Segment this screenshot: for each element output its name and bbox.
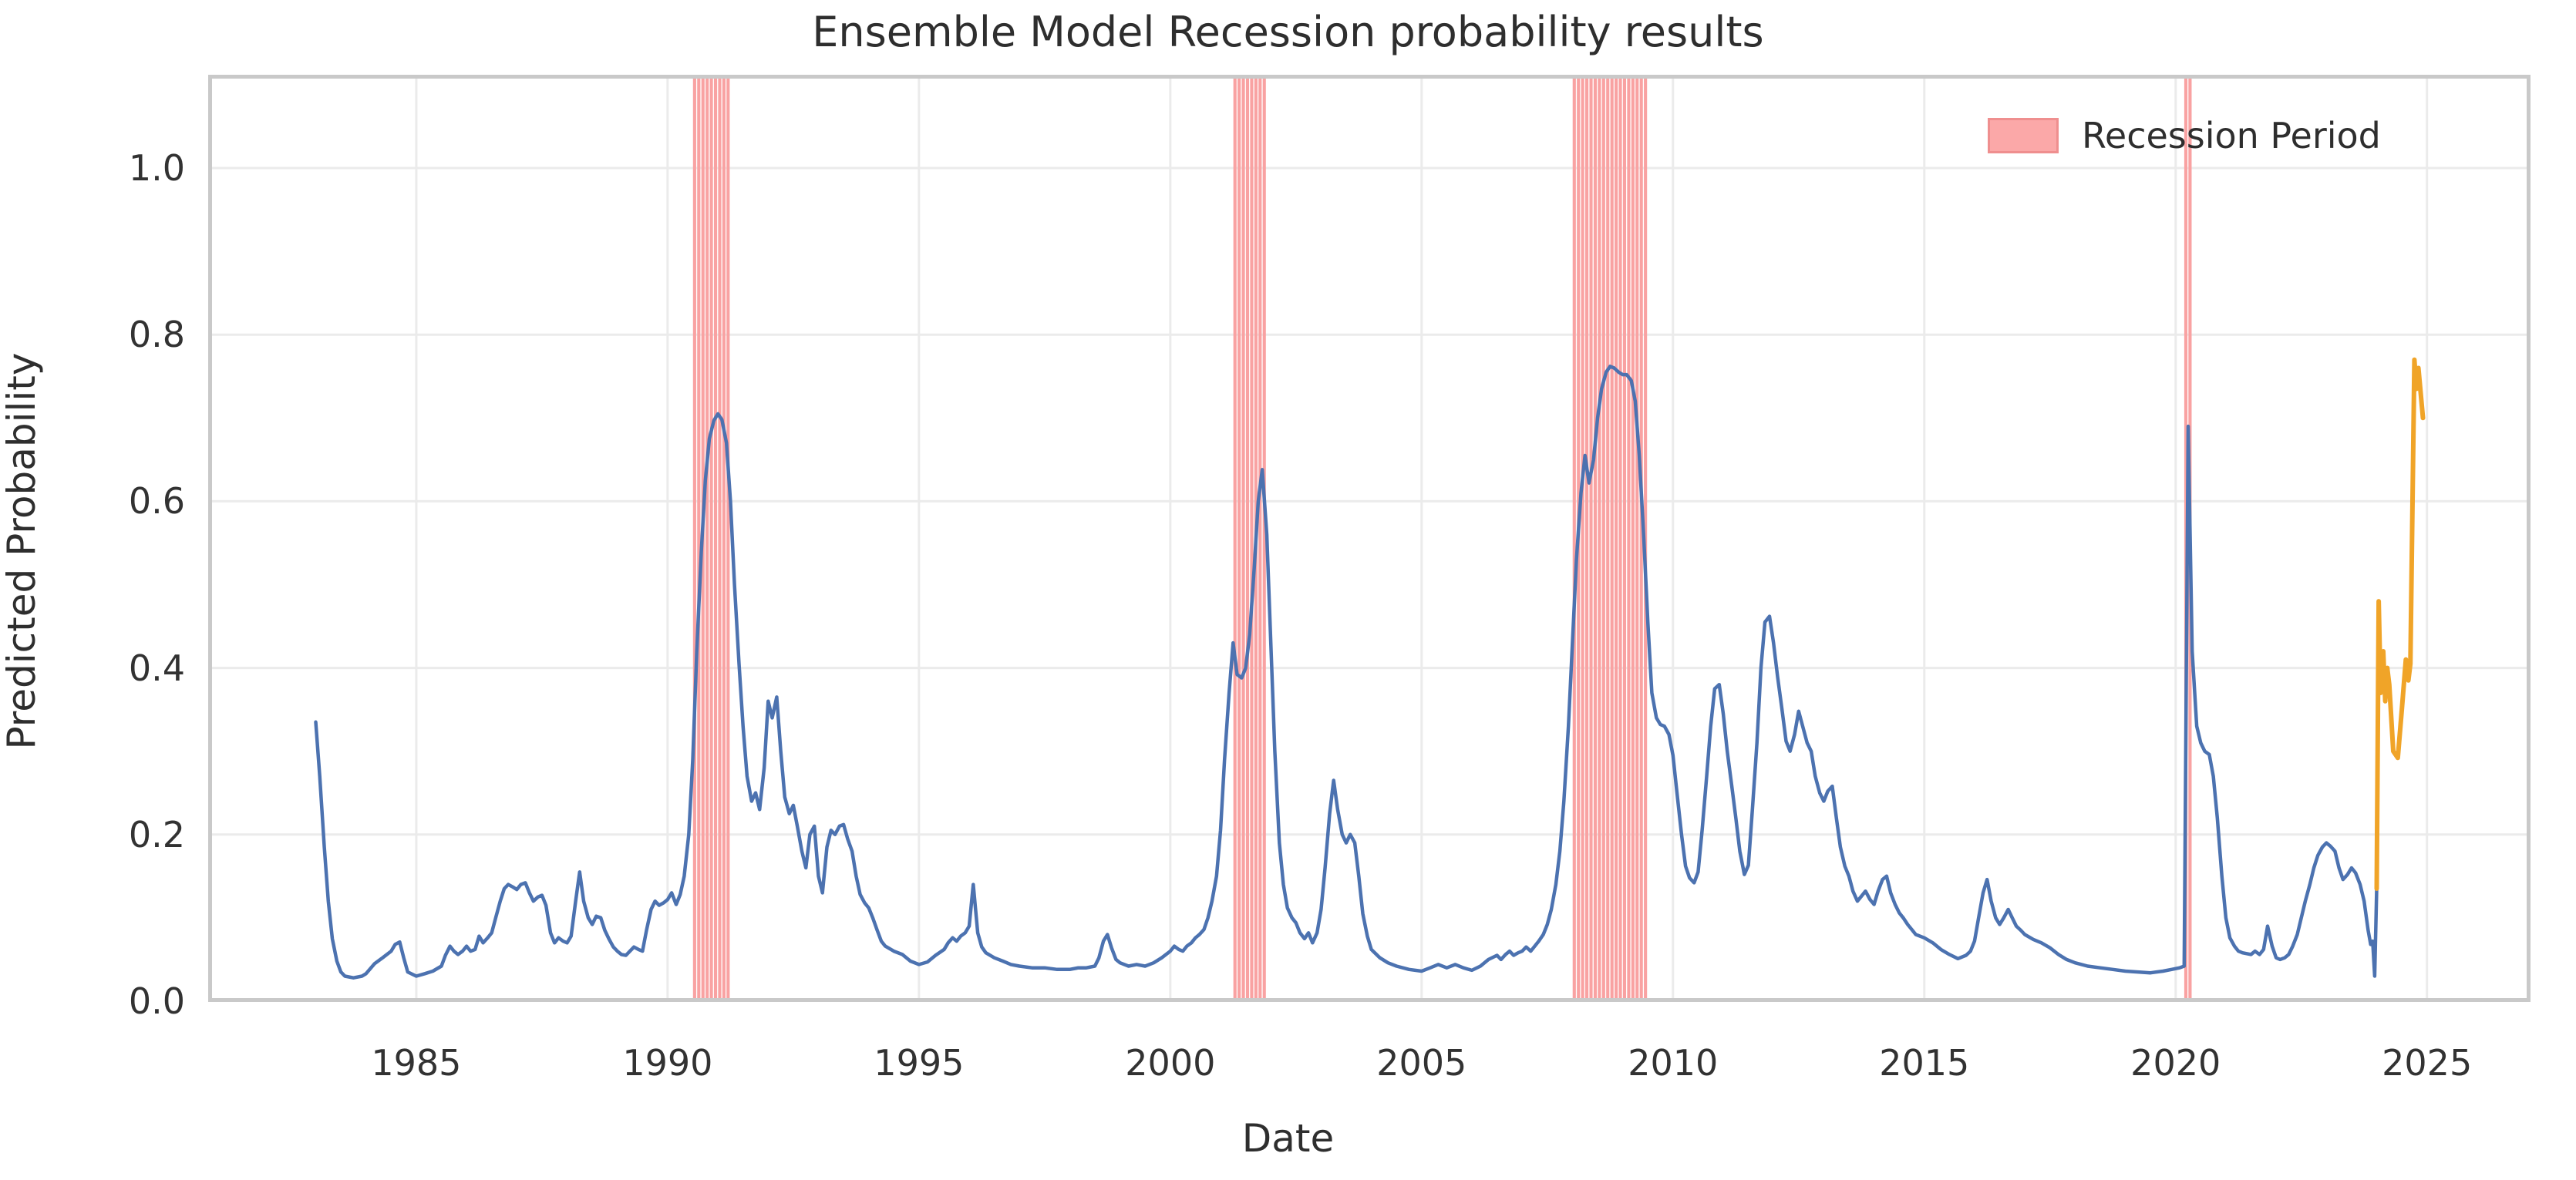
y-tick-label: 0.4	[128, 647, 185, 689]
x-tick-label: 2000	[1125, 1042, 1216, 1084]
x-tick-label: 2020	[2130, 1042, 2221, 1084]
recession-band-stripe	[718, 75, 722, 1002]
x-tick-label: 2025	[2382, 1042, 2473, 1084]
recession-band-stripe	[1237, 75, 1241, 1002]
recession-band-stripe	[1585, 75, 1589, 1002]
recession-band-stripe	[709, 75, 713, 1002]
recession-band-stripe	[713, 75, 718, 1002]
x-tick-label: 1995	[874, 1042, 965, 1084]
legend: Recession Period	[1988, 115, 2381, 156]
recession-band-stripe	[1245, 75, 1250, 1002]
y-tick-label: 0.6	[128, 480, 185, 523]
recession-band-stripe	[705, 75, 709, 1002]
x-tick-label: 2015	[1879, 1042, 1970, 1084]
x-tick-label: 2005	[1376, 1042, 1467, 1084]
recession-band-stripe	[1615, 75, 1618, 1002]
data-series-lines	[314, 357, 2426, 980]
recession-band-stripe	[1627, 75, 1631, 1002]
recession-period-legend-swatch	[1988, 118, 2059, 153]
recession-band-stripe	[1593, 75, 1598, 1002]
recession-band-stripe	[1639, 75, 1643, 1002]
recession-band-stripe	[726, 75, 730, 1002]
y-tick-label: 1.0	[128, 147, 185, 190]
chart-title: Ensemble Model Recession probability res…	[812, 8, 1764, 56]
recession-band-stripe	[1250, 75, 1254, 1002]
forecast-line	[2374, 357, 2426, 891]
recession-band-stripe	[722, 75, 726, 1002]
recession-band-stripe	[1601, 75, 1605, 1002]
recession-bands	[692, 75, 2192, 1002]
x-tick-label: 1990	[622, 1042, 713, 1084]
chart-canvas	[208, 75, 2531, 1002]
recession-band-stripe	[1618, 75, 1622, 1002]
recession-band-stripe	[1631, 75, 1635, 1002]
recession-band-stripe	[1610, 75, 1614, 1002]
gridlines	[208, 75, 2531, 1002]
recession-band-stripe	[1262, 75, 1266, 1002]
recession-band-stripe	[1233, 75, 1237, 1002]
recession-band-stripe	[1581, 75, 1584, 1002]
recession-band-stripe	[697, 75, 701, 1002]
x-tick-label: 2010	[1628, 1042, 1719, 1084]
recession-band-stripe	[1606, 75, 1610, 1002]
recession-band-stripe	[1598, 75, 1601, 1002]
x-tick-label: 1985	[371, 1042, 462, 1084]
recession-band-stripe	[1622, 75, 1627, 1002]
recession-band-stripe	[1241, 75, 1245, 1002]
recession-period-legend-label: Recession Period	[2082, 115, 2381, 156]
y-tick-label: 0.2	[128, 813, 185, 856]
x-axis-label: Date	[1241, 1116, 1335, 1161]
recession-band-stripe	[1635, 75, 1639, 1002]
axes-frame	[208, 75, 2531, 1002]
probability-line	[314, 365, 2379, 980]
plot-area	[208, 75, 2531, 1002]
recession-band-stripe	[1258, 75, 1262, 1002]
y-tick-label: 0.8	[128, 314, 185, 356]
recession-band-stripe	[1572, 75, 1576, 1002]
recession-band-stripe	[692, 75, 696, 1002]
y-tick-label: 0.0	[128, 980, 185, 1022]
recession-band-stripe	[1589, 75, 1593, 1002]
